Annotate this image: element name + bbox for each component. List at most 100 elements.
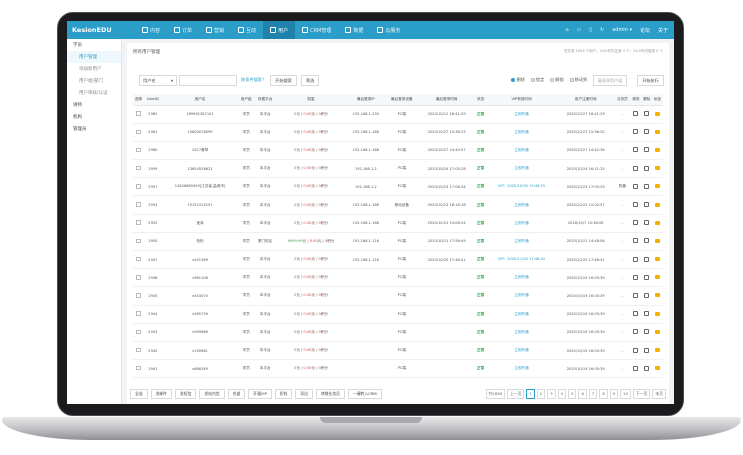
mail-icon[interactable] [655, 166, 661, 171]
page-button[interactable]: 1 [526, 388, 535, 399]
row-checkbox[interactable] [136, 165, 141, 171]
page-button[interactable]: 下一页 [633, 388, 651, 399]
bulk-button-0[interactable]: 全选 [130, 388, 148, 399]
page-button[interactable]: 7 [588, 388, 598, 399]
nav-item-7[interactable]: 云服务 [370, 21, 407, 39]
row-checkbox[interactable] [136, 347, 141, 353]
table-row[interactable]: 2941 v686349 学员 本平台 0元 / 0.00元 / 0积分 PC端 正常 立即开… [133, 359, 663, 379]
bulk-button-8[interactable]: 转移业务员 [315, 388, 345, 399]
search-input[interactable] [179, 74, 237, 86]
edit-icon[interactable] [633, 274, 639, 280]
nav-item-0[interactable]: 内容 [135, 21, 167, 39]
mail-icon[interactable] [655, 257, 661, 262]
sidebar-item-0[interactable]: 学员 [73, 43, 82, 48]
table-row[interactable]: 2953 15151515151 学员 本平台 0元 / 0.00元 / 0积分 192.… [133, 195, 663, 215]
trash-icon[interactable] [644, 111, 650, 117]
table-row[interactable]: 2952 宝泽 学员 本平台 0元 / 0.00元 / 0积分 192.168.1.168… [133, 214, 663, 233]
home-icon[interactable]: ⌂ [565, 27, 569, 33]
bulk-button-7[interactable]: 导出 [295, 388, 313, 399]
mail-icon[interactable] [655, 220, 661, 225]
trash-icon[interactable] [644, 147, 650, 153]
nav-item-4[interactable]: 用户 [263, 21, 296, 39]
trash-icon[interactable] [644, 256, 650, 262]
bulk-button-4[interactable]: 合道 [227, 388, 246, 399]
row-checkbox[interactable] [136, 365, 141, 371]
edit-icon[interactable] [633, 292, 639, 298]
sidebar-item-3[interactable]: 用户组/部门 [79, 79, 104, 84]
row-checkbox[interactable] [136, 184, 141, 189]
row-checkbox[interactable] [136, 202, 141, 207]
vip-link[interactable]: 立即开通 [486, 123, 558, 142]
edit-icon[interactable] [633, 202, 639, 208]
trash-icon[interactable] [644, 292, 650, 298]
edit-icon[interactable] [633, 238, 639, 244]
page-button[interactable]: 5 [568, 388, 577, 399]
filter-button[interactable]: 筛选 [300, 74, 320, 86]
mail-icon[interactable] [655, 293, 661, 298]
table-row[interactable]: 2946 v961106 学员 本平台 0元 / 0.00元 / 0积分 PC端 正常 立即开… [133, 268, 663, 288]
mobile-icon[interactable]: ▯ [589, 27, 592, 33]
advanced-search-link[interactable]: 按条件搜索？ [241, 77, 267, 82]
row-checkbox[interactable] [136, 111, 141, 116]
trash-icon[interactable] [644, 202, 650, 208]
forum-link[interactable]: 论坛 [639, 27, 650, 34]
mail-icon[interactable] [655, 129, 661, 134]
radio-move[interactable]: 移动到 [569, 77, 587, 83]
row-checkbox[interactable] [136, 256, 141, 262]
bulk-button-2[interactable]: 发短信 [174, 388, 197, 399]
mail-icon[interactable] [655, 348, 661, 353]
bulk-button-5[interactable]: 开通VIP [248, 388, 272, 399]
about-link[interactable]: 关于 [657, 27, 668, 34]
radio-delete[interactable]: 删除 [511, 77, 525, 83]
mail-icon[interactable] [655, 202, 661, 207]
row-checkbox[interactable] [136, 275, 141, 280]
row-checkbox[interactable] [136, 329, 141, 335]
trash-icon[interactable] [644, 238, 650, 244]
sidebar-item-2[interactable]: 添加新用户 [79, 67, 102, 72]
bulk-button-3[interactable]: 发站内信 [199, 388, 225, 399]
trash-icon[interactable] [644, 329, 650, 335]
vip-link[interactable]: 立即开通 [486, 268, 558, 288]
edit-icon[interactable] [633, 111, 639, 117]
edit-icon[interactable] [633, 183, 639, 189]
trash-icon[interactable] [644, 220, 650, 226]
edit-icon[interactable] [633, 147, 639, 153]
table-row[interactable]: 2950 柏柏 学员 厦门校区 9999.99元 / 0.00元 / 0积分 192.16… [133, 232, 663, 252]
nav-item-2[interactable]: 营销 [199, 21, 231, 39]
bulk-button-9[interactable]: 一键转入CRM [347, 388, 382, 399]
vip-link[interactable]: 立即开通 [486, 232, 558, 252]
app-logo[interactable]: KesionEDU [72, 26, 112, 34]
trash-icon[interactable] [644, 365, 650, 371]
mail-icon[interactable] [655, 184, 661, 189]
page-button[interactable]: 10 [620, 388, 632, 399]
trash-icon[interactable] [644, 311, 650, 317]
trash-icon[interactable] [644, 129, 650, 135]
row-checkbox[interactable] [136, 147, 141, 153]
table-row[interactable]: 2957 13406680459[江苏省,盐城市] 学员 本平台 0元 / 0.00元 … [133, 177, 663, 197]
table-row[interactable]: 2962 189991387101 学员 本平台 0元 / 0.00元 / 0积分 192… [133, 105, 663, 124]
table-row[interactable]: 2942 v130661 学员 本平台 0元 / 0.00元 / 0积分 PC端 正常 立即开… [133, 341, 663, 361]
bulk-button-6[interactable]: 扣钱 [274, 388, 293, 399]
nav-item-5[interactable]: CRM管理 [295, 21, 338, 39]
table-row[interactable]: 2944 v565739 学员 本平台 0元 / 0.00元 / 0积分 PC端 正常 立即开… [133, 305, 663, 324]
edit-icon[interactable] [633, 311, 639, 317]
vip-link[interactable]: VIP：2020/11/20 17:48:41 [486, 250, 558, 270]
sidebar-item-7[interactable]: 管理员 [73, 127, 87, 132]
mail-icon[interactable] [655, 275, 661, 280]
page-button[interactable]: 6 [578, 388, 587, 399]
vip-link[interactable]: 立即开通 [486, 159, 558, 179]
mail-icon[interactable] [655, 329, 661, 334]
radio-unlock[interactable]: 解锁 [550, 77, 564, 83]
vip-link[interactable]: 立即开通 [486, 195, 558, 215]
vip-link[interactable]: 立即开通 [486, 286, 558, 306]
bulk-button-1[interactable]: 发邮件 [150, 388, 172, 399]
sidebar-item-6[interactable]: 机构 [73, 115, 82, 120]
trash-icon[interactable] [644, 347, 650, 353]
page-button[interactable]: 8 [599, 388, 608, 399]
user-menu[interactable]: admin ▾ [612, 27, 632, 33]
table-row[interactable]: 2945 v443070 学员 本平台 0元 / 0.00元 / 0积分 PC端 正常 立即开… [133, 286, 663, 306]
vip-link[interactable]: 立即开通 [486, 323, 558, 342]
edit-icon[interactable] [633, 165, 639, 171]
table-row[interactable]: 2947 v441369 学员 本平台 0元 / 0.00元 / 0积分 192.168.… [133, 250, 663, 270]
vip-link[interactable]: 立即开通 [486, 359, 558, 379]
